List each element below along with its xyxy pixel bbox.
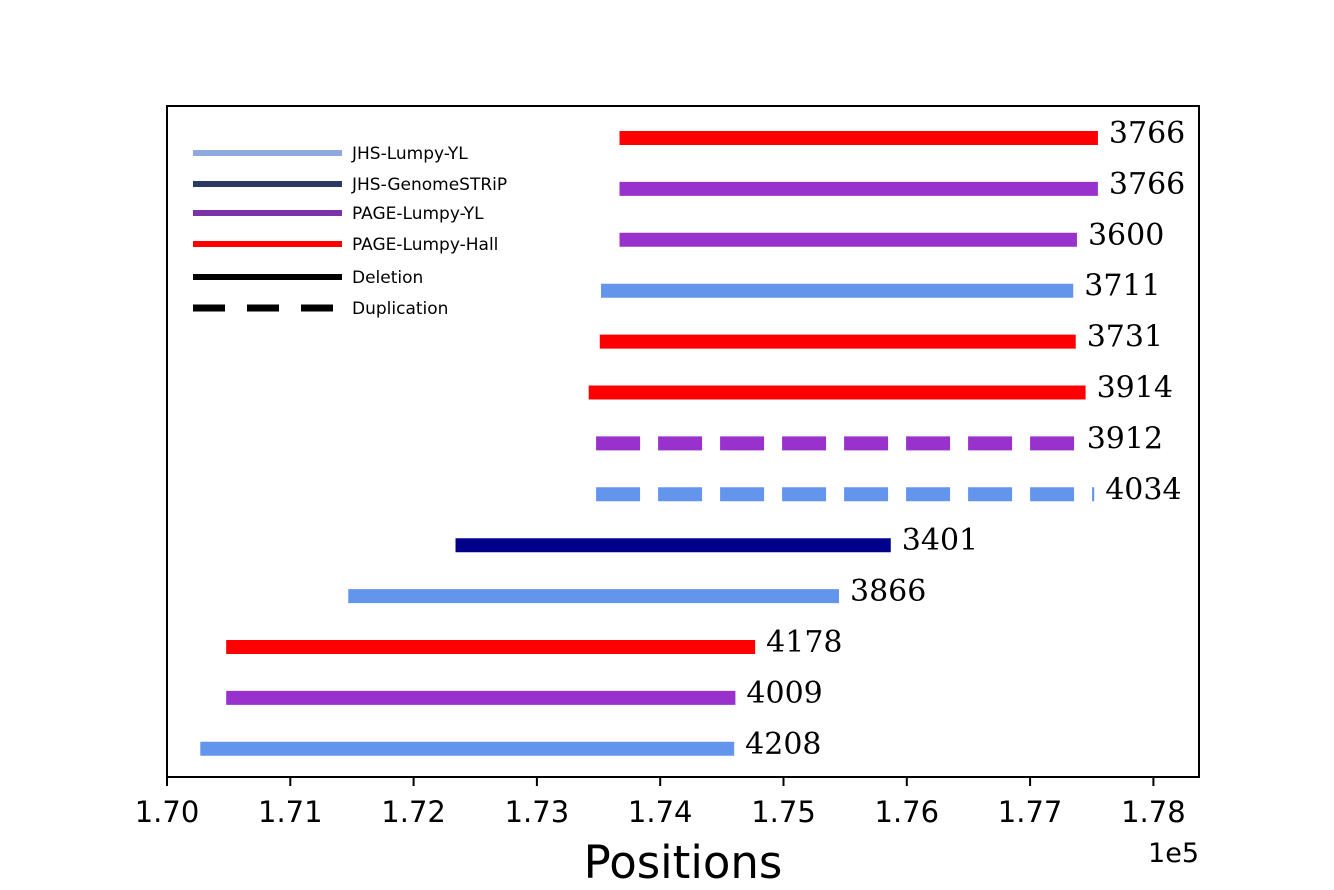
segment-labels-layer: 3766 3766 3600 3711 3731 3914 3912 4034 3401 3866… [745, 116, 1185, 762]
segment-label: 4009 [746, 676, 822, 711]
segments-layer [200, 131, 1098, 756]
segment-label: 3600 [1088, 218, 1164, 253]
legend-label: JHS-GenomeSTRiP [351, 175, 507, 195]
x-axis: 1.70 1.71 1.72 1.73 1.74 1.75 1.76 1.77 1.78 [135, 777, 1186, 829]
legend: JHS-Lumpy-YL JHS-GenomeSTRiP PAGE-Lumpy-YL… [193, 144, 507, 319]
segment-label: 3766 [1109, 167, 1185, 202]
segment-label: 3731 [1087, 320, 1163, 355]
x-tick-label: 1.78 [1121, 795, 1186, 829]
x-tick-label: 1.72 [381, 795, 446, 829]
x-tick-label: 1.71 [258, 795, 323, 829]
segment-label: 3866 [850, 574, 926, 609]
segment-label: 3912 [1087, 421, 1163, 456]
x-tick-label: 1.77 [998, 795, 1063, 829]
segment-label: 4034 [1105, 472, 1181, 507]
segment-label: 4208 [745, 727, 821, 762]
segment-label: 3711 [1084, 269, 1160, 304]
plot-frame [166, 105, 1200, 778]
segment-label: 3401 [902, 523, 978, 558]
x-tick-label: 1.74 [628, 795, 693, 829]
legend-label: JHS-Lumpy-YL [351, 144, 468, 164]
legend-label: Duplication [352, 299, 448, 319]
legend-label: Deletion [352, 268, 423, 288]
x-tick-label: 1.76 [875, 795, 940, 829]
segment-label: 3914 [1097, 371, 1173, 406]
x-tick-label: 1.75 [751, 795, 816, 829]
x-tick-label: 1.70 [135, 795, 200, 829]
x-axis-label: Positions [584, 836, 783, 889]
segment-label: 4178 [766, 625, 842, 660]
segment-label: 3766 [1109, 116, 1185, 151]
legend-label: PAGE-Lumpy-Hall [352, 235, 498, 255]
x-tick-label: 1.73 [505, 795, 570, 829]
legend-label: PAGE-Lumpy-YL [352, 204, 484, 224]
x-axis-offset-label: 1e5 [1148, 838, 1199, 869]
